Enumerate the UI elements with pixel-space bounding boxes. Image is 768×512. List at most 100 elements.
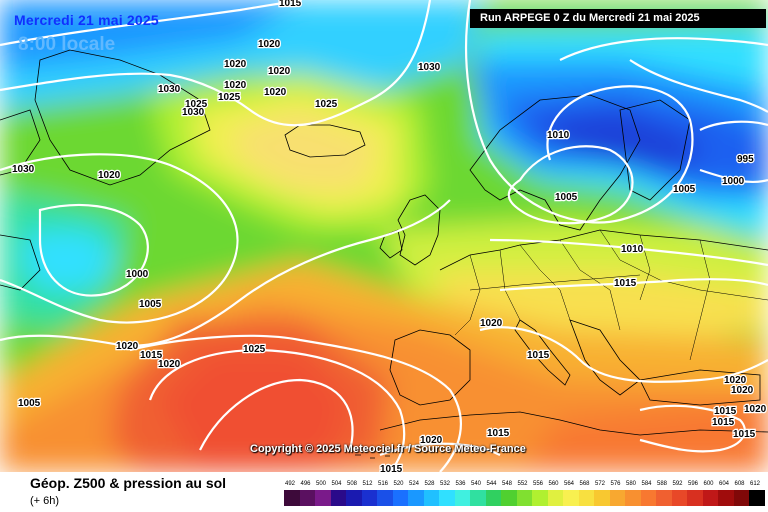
turkey-coast bbox=[639, 369, 761, 406]
scale-tick-label: 524 bbox=[408, 481, 419, 487]
isobar-label: 1015 bbox=[380, 464, 403, 472]
scale-tick-label: 540 bbox=[470, 481, 481, 487]
isobar-label: 1015 bbox=[733, 429, 756, 440]
scale-tick-label: 564 bbox=[563, 481, 574, 487]
scale-tick-label: 508 bbox=[346, 481, 357, 487]
legend-subtitle: (+ 6h) bbox=[30, 495, 60, 507]
scale-tick-label: 612 bbox=[749, 481, 760, 487]
isobar-labels: 1015 1020 1020 1030 1020 1020 1030 1025 … bbox=[11, 0, 768, 472]
north-africa-coast bbox=[379, 411, 768, 436]
isobar-label: 1015 bbox=[140, 350, 163, 361]
scale-tick-label: 588 bbox=[656, 481, 667, 487]
finland-coast bbox=[619, 99, 691, 201]
isobar-label: 1025 bbox=[243, 344, 266, 355]
isobar-label: 1020 bbox=[264, 87, 287, 98]
italy-coast bbox=[514, 319, 571, 386]
scale-tick-label: 492 bbox=[284, 481, 295, 487]
scale-swatch bbox=[640, 490, 656, 506]
scale-swatch bbox=[733, 490, 749, 506]
isobar-label: 1020 bbox=[724, 375, 747, 386]
isobar-label: 1020 bbox=[116, 341, 139, 352]
scale-tick-label: 596 bbox=[687, 481, 698, 487]
scale-swatch bbox=[361, 490, 377, 506]
scale-swatch bbox=[315, 490, 331, 506]
scale-swatch bbox=[346, 490, 362, 506]
isobar-label: 1015 bbox=[614, 278, 637, 289]
scale-swatch bbox=[718, 490, 734, 506]
scale-tick-label: 572 bbox=[594, 481, 605, 487]
scale-swatch bbox=[423, 490, 439, 506]
scale-tick-label: 576 bbox=[610, 481, 621, 487]
isobar-label: 1020 bbox=[158, 359, 181, 370]
scale-tick-label: 496 bbox=[300, 481, 311, 487]
scale-swatch bbox=[377, 490, 393, 506]
isobar-label: 1020 bbox=[224, 59, 247, 70]
scale-tick-label: 500 bbox=[315, 481, 326, 487]
scale-swatch bbox=[392, 490, 408, 506]
isobar-label: 1020 bbox=[98, 170, 121, 181]
scale-tick-label: 548 bbox=[501, 481, 512, 487]
canary-islands bbox=[355, 454, 390, 459]
scandinavia-coast bbox=[469, 94, 641, 231]
legend-bar: Géop. Z500 & pression au sol (+ 6h) 492 4… bbox=[0, 472, 768, 512]
scale-tick-label: 504 bbox=[331, 481, 342, 487]
scale-swatch bbox=[470, 490, 486, 506]
legend-title: Géop. Z500 & pression au sol bbox=[30, 475, 227, 491]
isobar-label: 1030 bbox=[12, 164, 35, 175]
isobar-label: 1010 bbox=[547, 130, 570, 141]
weather-map: 1015 1020 1020 1030 1020 1020 1030 1025 … bbox=[0, 0, 768, 472]
greenland-coast bbox=[34, 49, 211, 186]
isobar-label: 1030 bbox=[158, 84, 181, 95]
scale-swatch bbox=[687, 490, 703, 506]
scale-tick-label: 544 bbox=[486, 481, 497, 487]
scale-swatch bbox=[656, 490, 672, 506]
scale-swatch bbox=[516, 490, 532, 506]
scale-swatch bbox=[501, 490, 517, 506]
scale-swatch bbox=[702, 490, 718, 506]
isobar-label: 1020 bbox=[731, 385, 754, 396]
scale-swatch bbox=[563, 490, 579, 506]
scale-tick-label: 532 bbox=[439, 481, 450, 487]
geopotential-field bbox=[0, 0, 768, 472]
scale-tick-label: 528 bbox=[424, 481, 435, 487]
scale-tick-label: 516 bbox=[377, 481, 388, 487]
iberia-coast bbox=[389, 329, 471, 406]
scale-tick-label: 568 bbox=[579, 481, 590, 487]
scale-tick-label: 592 bbox=[672, 481, 683, 487]
forecast-date-title: Mercredi 21 mai 2025 bbox=[14, 12, 159, 28]
scale-tick-label: 512 bbox=[362, 481, 373, 487]
scale-swatch bbox=[625, 490, 641, 506]
isobar-label: 1005 bbox=[139, 299, 162, 310]
model-run-label: Run ARPEGE 0 Z du Mercredi 21 mai 2025 bbox=[470, 9, 766, 28]
isobar-label: 1020 bbox=[420, 435, 443, 446]
scale-swatch bbox=[330, 490, 346, 506]
isobar-label: 1000 bbox=[126, 269, 149, 280]
scale-swatch bbox=[485, 490, 501, 506]
isobar-label: 1015 bbox=[487, 428, 510, 439]
scale-tick-label: 600 bbox=[703, 481, 714, 487]
isobar-label: 1005 bbox=[18, 398, 41, 409]
scale-tick-label: 608 bbox=[734, 481, 745, 487]
isobar-label: 1000 bbox=[722, 176, 745, 187]
scale-swatch bbox=[749, 490, 765, 506]
isobar-label: 1020 bbox=[744, 404, 767, 415]
isobar-label: 1015 bbox=[279, 0, 302, 9]
scale-tick-label: 604 bbox=[718, 481, 729, 487]
scale-swatch bbox=[671, 490, 687, 506]
isobar-label: 995 bbox=[737, 154, 754, 165]
isobar-label: 1005 bbox=[673, 184, 696, 195]
scale-swatch bbox=[547, 490, 563, 506]
isobar-label: 1020 bbox=[480, 318, 503, 329]
labrador-coast bbox=[0, 234, 41, 291]
iceland-coast bbox=[284, 124, 366, 158]
isobar-label: 1025 bbox=[315, 99, 338, 110]
scale-swatch bbox=[299, 490, 315, 506]
isobar-label: 1015 bbox=[527, 350, 550, 361]
scale-swatch bbox=[454, 490, 470, 506]
scale-tick-label: 580 bbox=[625, 481, 636, 487]
british-isles-coast bbox=[397, 194, 441, 266]
isobar-label: 1020 bbox=[258, 39, 281, 50]
isobars bbox=[0, 0, 768, 472]
scale-swatch bbox=[609, 490, 625, 506]
